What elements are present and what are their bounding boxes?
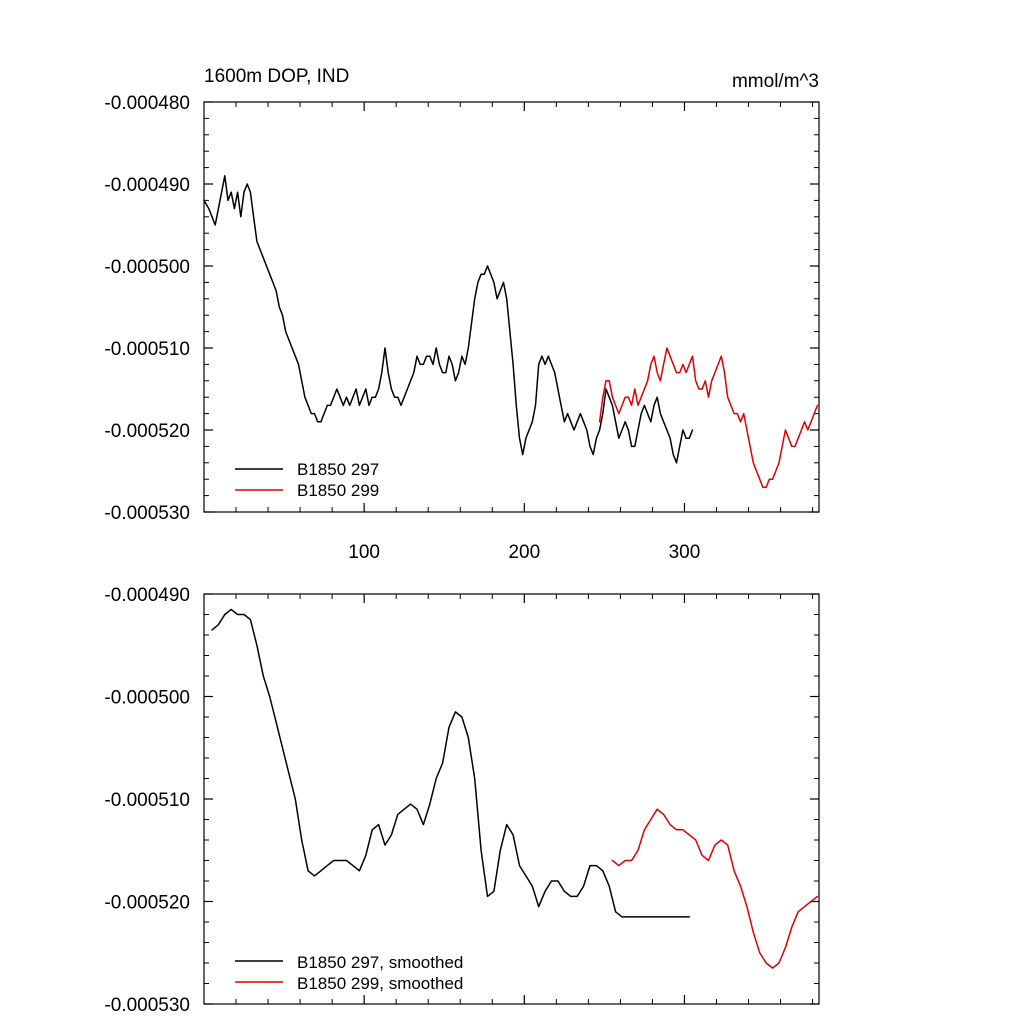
top-panel: 1600m DOP, IND mmol/m^3 -0.000480-0.0004… <box>104 66 820 563</box>
legend-label-b1850-297-smoothed: B1850 297, smoothed <box>297 953 463 972</box>
bottom-plot-frame <box>203 593 820 1005</box>
top-ticks: -0.000480 -0.000490 -0.000500 -0.000510 -0.0… <box>104 93 819 563</box>
legend-label-b1850-299-smoothed: B1850 299, smoothed <box>297 974 463 993</box>
y-tick-label: -0.000520 <box>104 893 190 914</box>
y-tick-label: -0.000500 <box>104 257 190 278</box>
legend-label-b1850-299: B1850 299 <box>297 481 379 500</box>
top-series <box>203 175 819 489</box>
bottom-ticks: -0.000490 -0.000500 -0.000510 -0.000520 -0.0… <box>104 585 819 1016</box>
y-tick-label: -0.000480 <box>104 93 190 114</box>
top-plot-frame <box>203 101 820 513</box>
y-tick-label: -0.000510 <box>104 339 190 360</box>
y-tick-label: -0.000490 <box>104 175 190 196</box>
x-tick-label: 100 <box>348 542 380 563</box>
series-line-b1850-297-smoothed <box>211 608 691 918</box>
y-tick-label: -0.000490 <box>104 585 190 606</box>
x-tick-label: 300 <box>669 542 701 563</box>
series-line-b1850-299-smoothed <box>611 808 819 969</box>
top-legend: B1850 297 B1850 299 <box>235 460 379 500</box>
y-tick-label: -0.000520 <box>104 421 190 442</box>
top-chart-units: mmol/m^3 <box>732 71 819 92</box>
y-tick-label: -0.000530 <box>104 503 190 524</box>
y-tick-label: -0.000500 <box>104 688 190 709</box>
top-chart-title: 1600m DOP, IND <box>204 66 349 87</box>
x-tick-label: 200 <box>508 542 540 563</box>
series-line-b1850-297 <box>203 175 694 464</box>
y-tick-label: -0.000510 <box>104 790 190 811</box>
y-tick-label: -0.000530 <box>104 995 190 1016</box>
bottom-legend: B1850 297, smoothed B1850 299, smoothed <box>235 953 463 993</box>
series-line-b1850-299 <box>598 347 819 489</box>
bottom-panel: -0.000490 -0.000500 -0.000510 -0.000520 -0.0… <box>104 585 820 1016</box>
legend-label-b1850-297: B1850 297 <box>297 460 379 479</box>
bottom-series <box>211 608 819 969</box>
